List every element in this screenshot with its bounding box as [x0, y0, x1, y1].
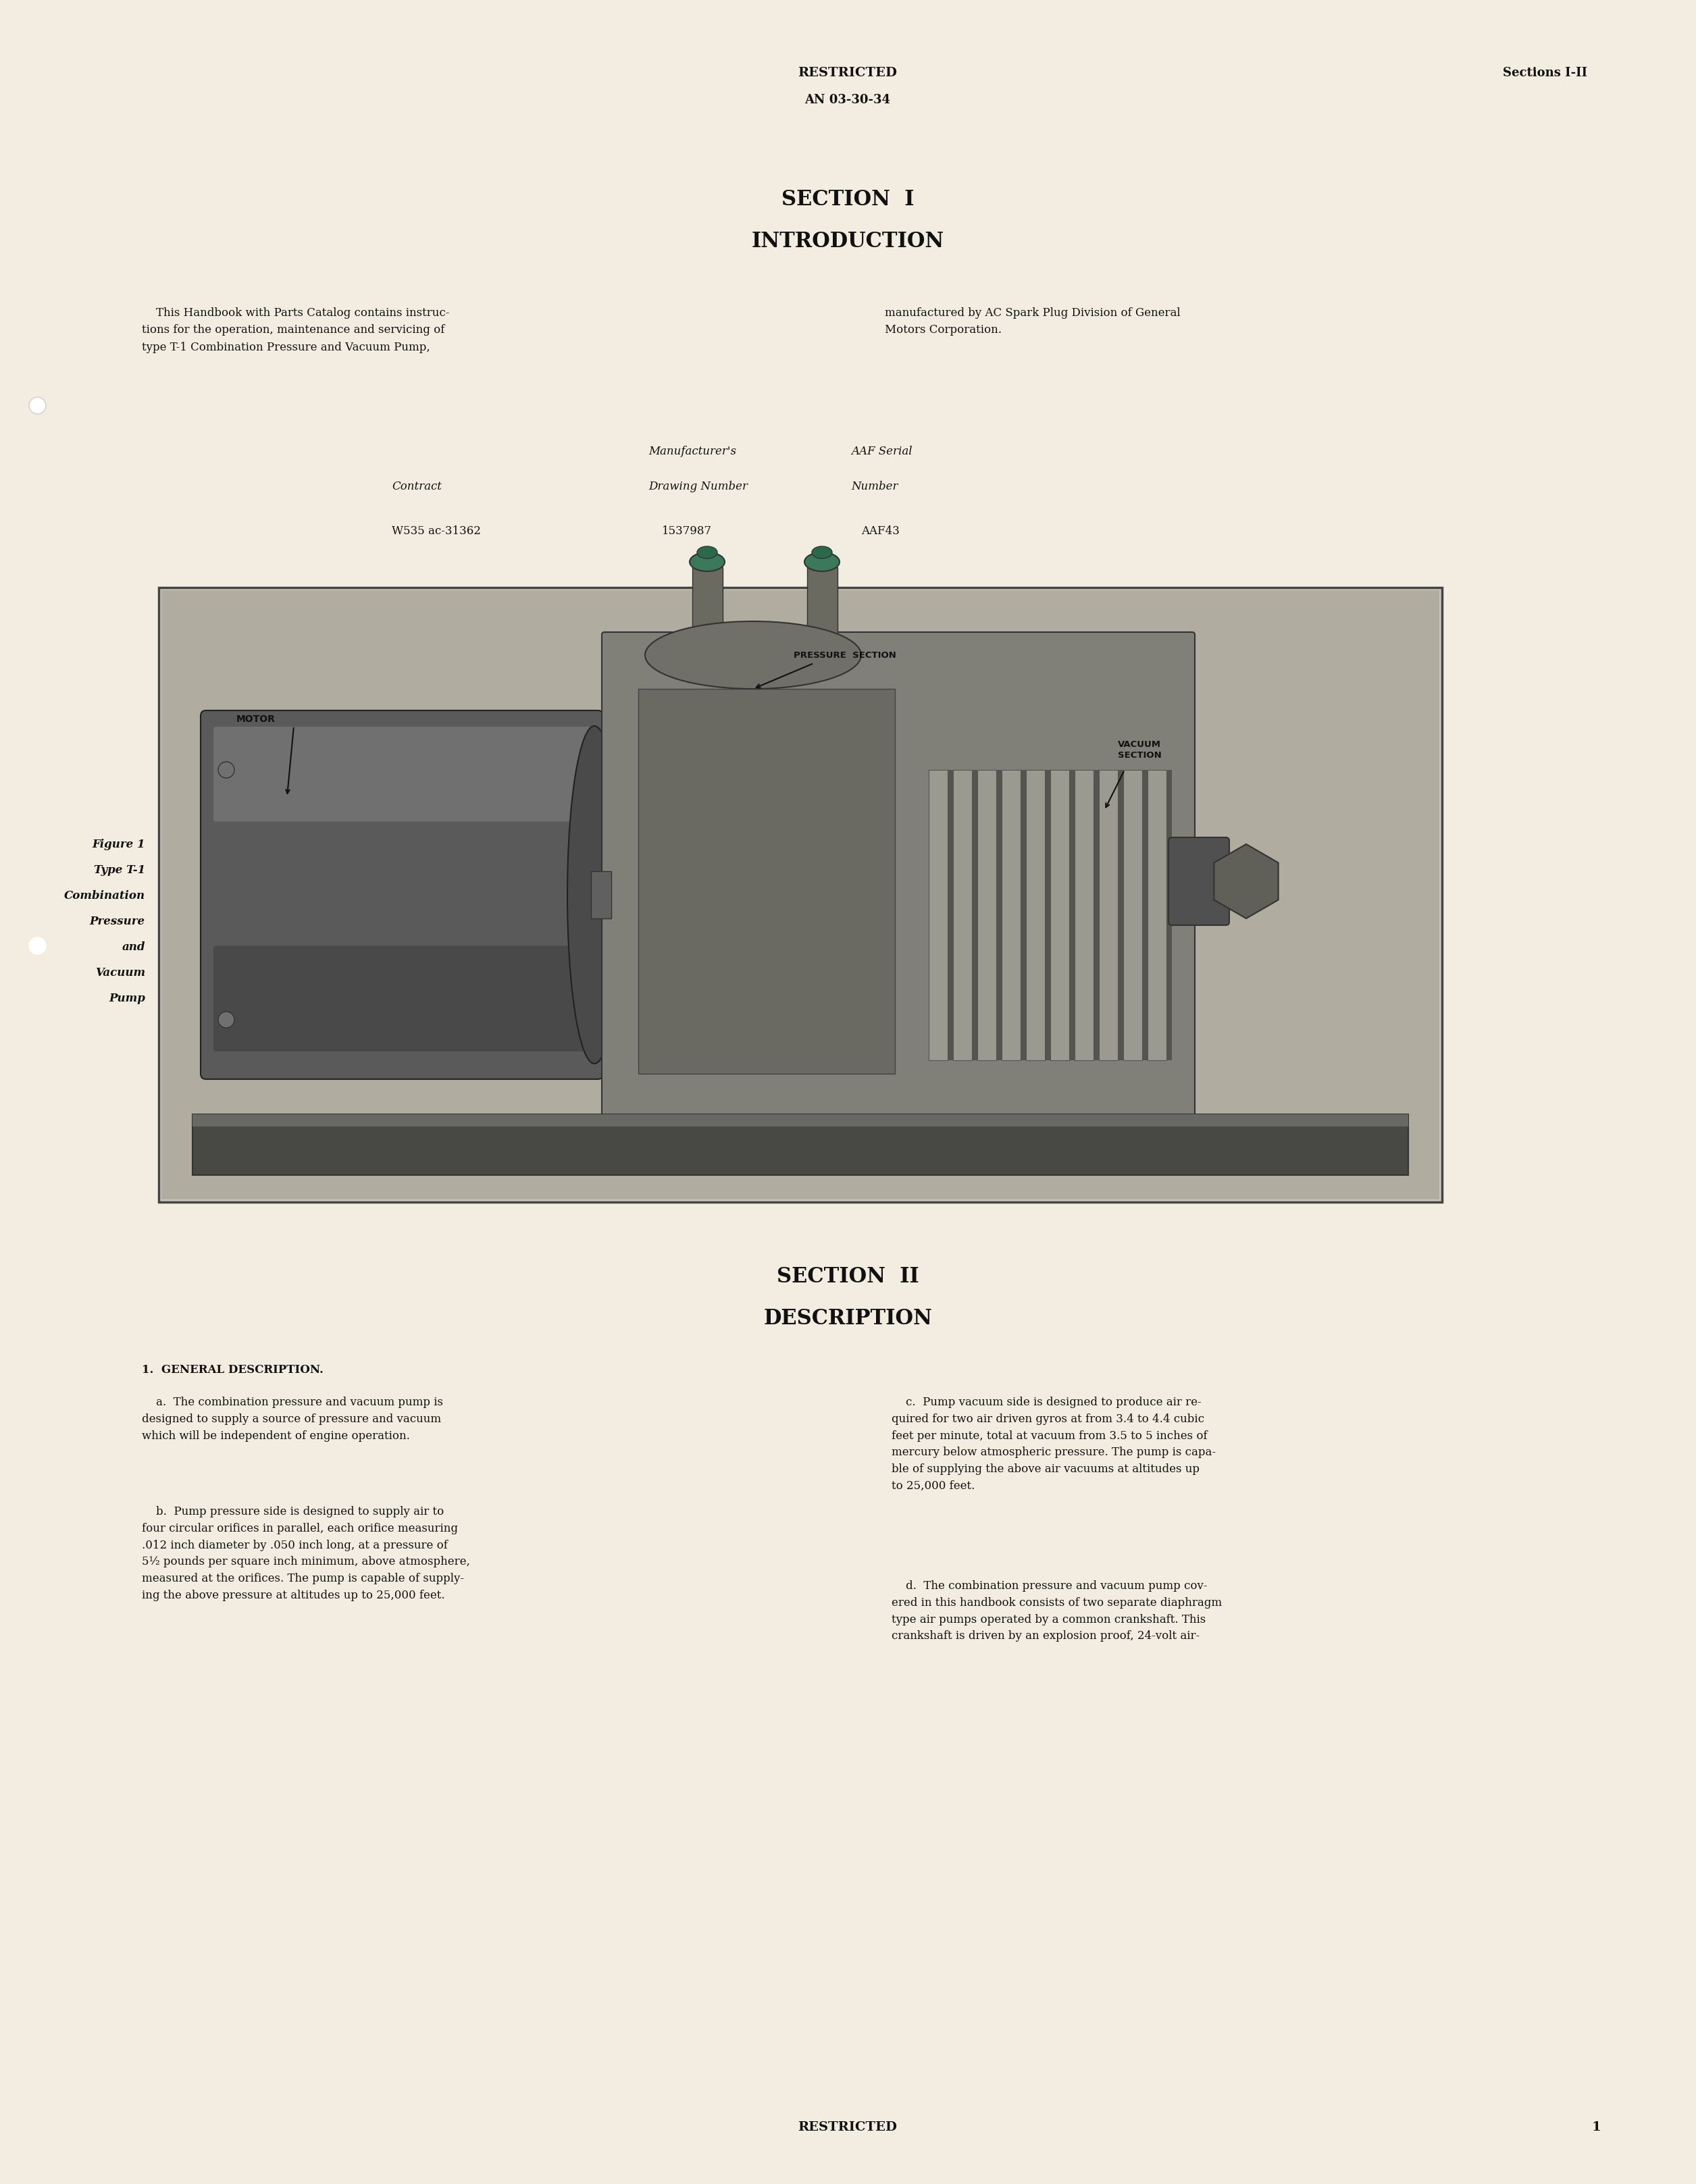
Text: Pressure: Pressure [90, 915, 146, 926]
Ellipse shape [690, 553, 724, 572]
Text: c.  Pump vacuum side is designed to produce air re-
quired for two air driven gy: c. Pump vacuum side is designed to produ… [892, 1396, 1216, 1492]
Text: AAF43: AAF43 [862, 526, 899, 537]
Text: VACUUM
SECTION: VACUUM SECTION [1118, 740, 1162, 760]
Text: RESTRICTED: RESTRICTED [799, 2121, 897, 2134]
Bar [1118, 771, 1123, 1059]
Bar [161, 590, 1440, 1199]
Ellipse shape [804, 553, 840, 572]
Ellipse shape [812, 546, 833, 559]
Bar [948, 771, 953, 1059]
Text: and: and [122, 941, 146, 952]
Ellipse shape [697, 546, 717, 559]
Text: AAF Serial: AAF Serial [851, 446, 912, 456]
Text: Vacuum: Vacuum [95, 968, 146, 978]
Text: INTRODUCTION: INTRODUCTION [751, 232, 945, 251]
Bar [638, 688, 895, 1075]
Text: SECTION  I: SECTION I [782, 188, 914, 210]
Text: MOTOR: MOTOR [236, 714, 275, 723]
Text: 1.  GENERAL DESCRIPTION.: 1. GENERAL DESCRIPTION. [142, 1365, 324, 1376]
Ellipse shape [644, 620, 862, 688]
FancyBboxPatch shape [602, 631, 1196, 1131]
Text: d.  The combination pressure and vacuum pump cov-
ered in this handbook consists: d. The combination pressure and vacuum p… [892, 1581, 1221, 1642]
Text: Pump: Pump [109, 992, 146, 1005]
Circle shape [219, 762, 234, 778]
FancyBboxPatch shape [214, 946, 590, 1051]
Text: W535 ac-31362: W535 ac-31362 [392, 526, 482, 537]
Text: Drawing Number: Drawing Number [648, 480, 748, 491]
Text: Type T-1: Type T-1 [93, 865, 146, 876]
Bar [1123, 771, 1141, 1059]
Bar [1075, 771, 1094, 1059]
Text: 1: 1 [1591, 2121, 1601, 2134]
Bar [193, 1114, 1408, 1175]
Bar [807, 568, 838, 642]
Text: AN 03-30-34: AN 03-30-34 [806, 94, 890, 107]
Text: Number: Number [851, 480, 897, 491]
Bar [1099, 771, 1118, 1059]
Bar [159, 587, 1442, 1201]
Bar [977, 771, 996, 1059]
Bar [1050, 771, 1068, 1059]
Circle shape [219, 1011, 234, 1029]
Bar [953, 771, 972, 1059]
FancyBboxPatch shape [200, 710, 604, 1079]
Text: Combination: Combination [64, 889, 146, 902]
Bar [1148, 771, 1167, 1059]
Text: b.  Pump pressure side is designed to supply air to
four circular orifices in pa: b. Pump pressure side is designed to sup… [142, 1507, 470, 1601]
Bar [1026, 771, 1045, 1059]
Text: Manufacturer's: Manufacturer's [648, 446, 736, 456]
Text: Contract: Contract [392, 480, 441, 491]
Bar [1094, 771, 1099, 1059]
Bar [1002, 771, 1021, 1059]
Bar [1141, 771, 1148, 1059]
Bar [590, 871, 611, 919]
Text: RESTRICTED: RESTRICTED [799, 68, 897, 79]
Bar [1021, 771, 1026, 1059]
Bar [692, 568, 722, 642]
Bar [972, 771, 977, 1059]
Text: This Handbook with Parts Catalog contains instruc-
tions for the operation, main: This Handbook with Parts Catalog contain… [142, 308, 449, 354]
Bar [1068, 771, 1075, 1059]
Text: DESCRIPTION: DESCRIPTION [763, 1308, 933, 1328]
FancyBboxPatch shape [214, 727, 590, 821]
Text: manufactured by AC Spark Plug Division of General
Motors Corporation.: manufactured by AC Spark Plug Division o… [885, 308, 1180, 336]
Ellipse shape [568, 725, 621, 1064]
Text: PRESSURE  SECTION: PRESSURE SECTION [794, 651, 895, 660]
FancyBboxPatch shape [1169, 836, 1230, 926]
Bar [1167, 771, 1172, 1059]
Text: SECTION  II: SECTION II [777, 1267, 919, 1286]
Text: Figure 1: Figure 1 [92, 839, 146, 850]
Bar [193, 1114, 1408, 1127]
Text: 1537987: 1537987 [661, 526, 712, 537]
Text: a.  The combination pressure and vacuum pump is
designed to supply a source of p: a. The combination pressure and vacuum p… [142, 1396, 443, 1441]
Bar [996, 771, 1002, 1059]
Bar [929, 771, 948, 1059]
Bar [1045, 771, 1050, 1059]
Text: Sections I-II: Sections I-II [1503, 68, 1587, 79]
